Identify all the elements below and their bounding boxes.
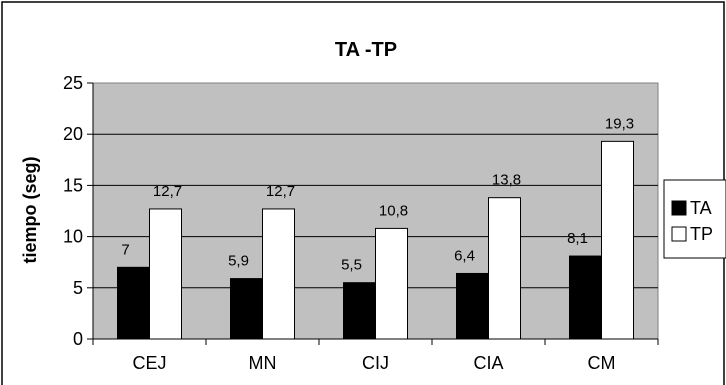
bar-ta xyxy=(569,255,602,340)
data-label: 5,5 xyxy=(341,257,362,274)
data-label: 10,8 xyxy=(379,202,408,219)
bar-tp xyxy=(601,140,634,340)
legend-box xyxy=(663,179,726,259)
data-label: 19,3 xyxy=(605,115,634,132)
legend-label-tp: TP xyxy=(690,224,713,244)
bar-tp xyxy=(488,197,521,340)
y-tick-label: 25 xyxy=(63,73,83,93)
y-tick-label: 10 xyxy=(63,227,83,247)
bar-ta xyxy=(230,278,263,340)
x-tick-label: CEJ xyxy=(132,353,166,373)
y-tick-label: 15 xyxy=(63,175,83,195)
x-tick-label: MN xyxy=(249,353,277,373)
chart-title: TA -TP xyxy=(335,39,397,61)
data-label: 6,4 xyxy=(454,247,475,264)
bar-ta xyxy=(117,266,150,340)
x-tick-label: CIJ xyxy=(362,353,389,373)
legend-label-ta: TA xyxy=(690,198,712,218)
x-tick-label: CM xyxy=(588,353,616,373)
bar-ta xyxy=(456,272,489,340)
legend-swatch-ta xyxy=(671,200,687,216)
legend-swatch-tp xyxy=(671,226,687,242)
data-label: 12,7 xyxy=(153,183,182,200)
data-label: 5,9 xyxy=(228,253,249,270)
bar-tp xyxy=(375,227,408,340)
bar-ta xyxy=(343,282,376,340)
y-tick-label: 20 xyxy=(63,124,83,144)
data-label: 7 xyxy=(121,241,129,258)
y-tick-label: 0 xyxy=(73,329,83,349)
bar-tp xyxy=(149,208,182,340)
y-axis-label: tiempo (seg) xyxy=(20,156,40,263)
data-label: 8,1 xyxy=(567,230,588,247)
data-label: 12,7 xyxy=(266,183,295,200)
data-label: 13,8 xyxy=(492,172,521,189)
y-tick-label: 5 xyxy=(73,278,83,298)
bar-tp xyxy=(262,208,295,340)
x-tick-label: CIA xyxy=(473,353,503,373)
